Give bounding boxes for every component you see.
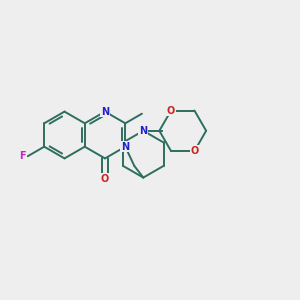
Text: F: F <box>20 151 26 161</box>
Text: N: N <box>121 142 129 152</box>
Text: O: O <box>101 174 109 184</box>
Text: N: N <box>139 126 147 136</box>
Text: O: O <box>167 106 175 116</box>
Text: N: N <box>101 106 109 117</box>
Text: O: O <box>190 146 199 156</box>
